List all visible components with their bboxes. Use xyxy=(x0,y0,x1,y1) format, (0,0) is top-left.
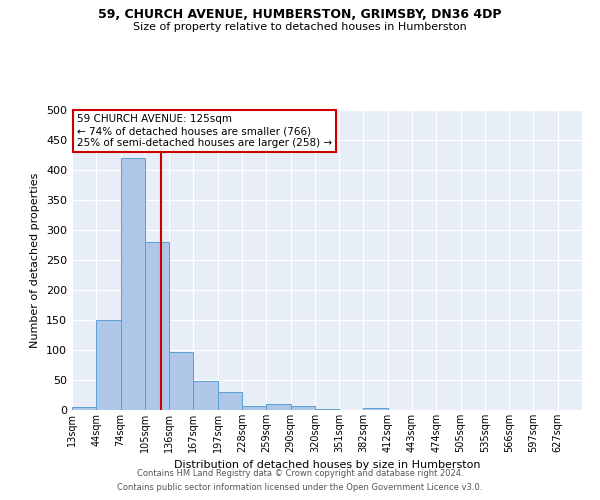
Text: 59, CHURCH AVENUE, HUMBERSTON, GRIMSBY, DN36 4DP: 59, CHURCH AVENUE, HUMBERSTON, GRIMSBY, … xyxy=(98,8,502,20)
Bar xyxy=(266,404,290,410)
Bar xyxy=(169,352,193,410)
Text: Contains HM Land Registry data © Crown copyright and database right 2024.: Contains HM Land Registry data © Crown c… xyxy=(137,468,463,477)
Bar xyxy=(290,406,315,410)
Text: Contains public sector information licensed under the Open Government Licence v3: Contains public sector information licen… xyxy=(118,484,482,492)
Bar xyxy=(121,158,145,410)
Bar xyxy=(96,320,121,410)
Bar xyxy=(364,408,388,410)
X-axis label: Distribution of detached houses by size in Humberston: Distribution of detached houses by size … xyxy=(174,460,480,470)
Bar xyxy=(193,380,218,410)
Bar xyxy=(218,392,242,410)
Bar xyxy=(72,407,96,410)
Y-axis label: Number of detached properties: Number of detached properties xyxy=(31,172,40,348)
Bar xyxy=(242,406,266,410)
Text: 59 CHURCH AVENUE: 125sqm
← 74% of detached houses are smaller (766)
25% of semi-: 59 CHURCH AVENUE: 125sqm ← 74% of detach… xyxy=(77,114,332,148)
Text: Size of property relative to detached houses in Humberston: Size of property relative to detached ho… xyxy=(133,22,467,32)
Bar xyxy=(145,242,169,410)
